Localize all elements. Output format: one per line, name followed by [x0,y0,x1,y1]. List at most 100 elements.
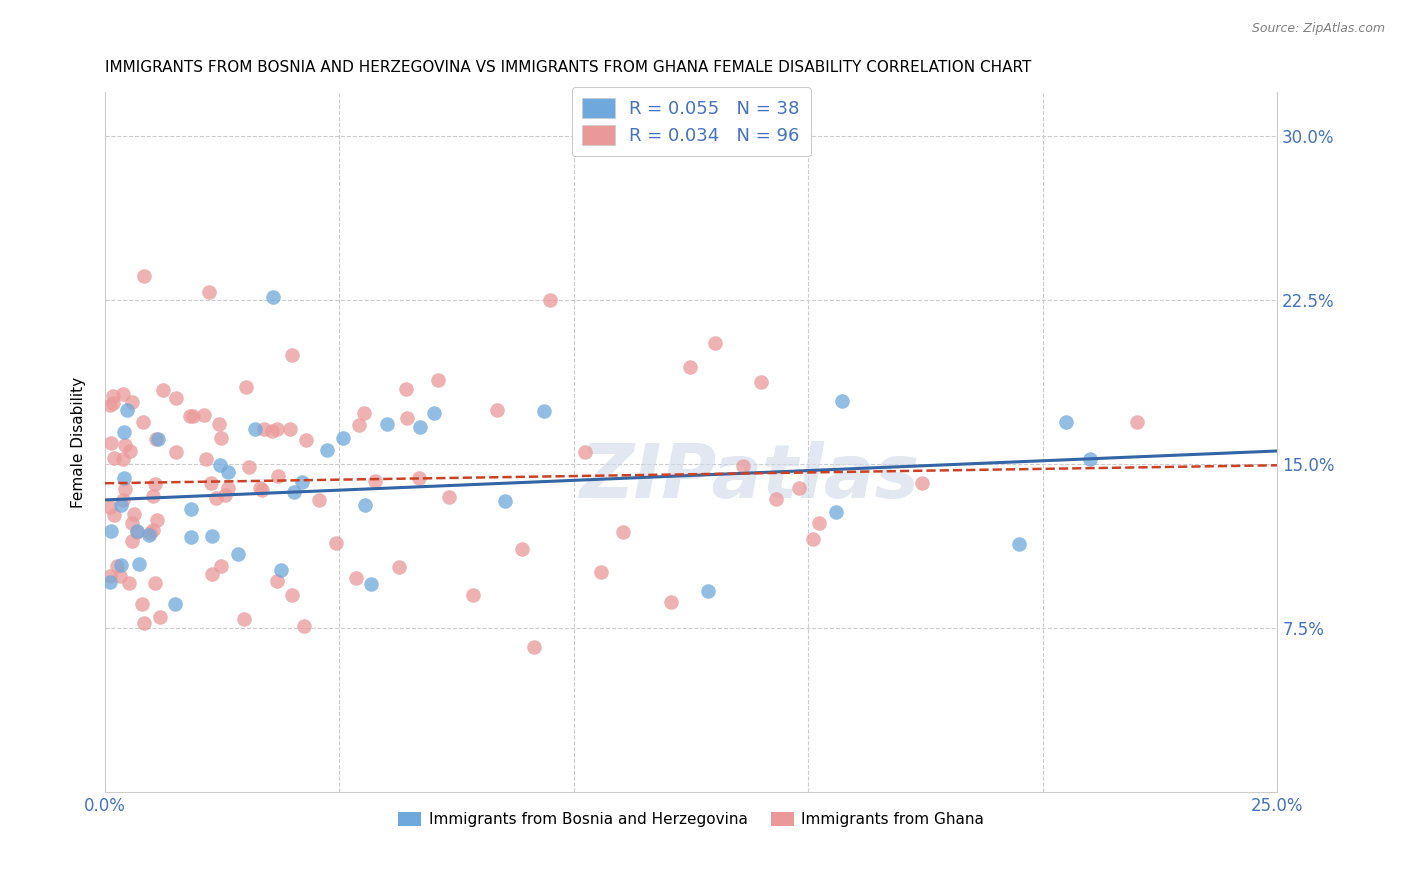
Point [395,383,418,397]
Text: Source: ZipAtlas.com: Source: ZipAtlas.com [1251,22,1385,36]
Point [266,422,288,436]
Point [209,431,232,445]
Point [697,583,720,598]
Point [283,484,305,499]
Point [103,396,125,410]
Point [262,425,284,439]
Point [911,475,934,490]
Point [209,458,232,472]
Point [679,359,702,374]
Point [193,409,215,423]
Point [281,348,304,362]
Point [278,422,301,436]
Point [138,528,160,542]
Point [146,513,169,527]
Point [194,451,217,466]
Point [363,474,385,488]
Point [122,507,145,521]
Point [143,576,166,591]
Point [395,410,418,425]
Point [112,386,135,401]
Point [238,459,260,474]
Point [201,566,224,581]
Point [375,417,398,431]
Point [494,493,516,508]
Point [165,444,187,458]
Point [262,290,284,304]
Point [139,525,162,540]
Point [180,530,202,544]
Point [437,491,460,505]
Point [131,598,153,612]
Point [204,491,226,505]
Point [510,541,533,556]
Point [209,559,232,574]
Point [110,498,132,512]
Point [114,482,136,496]
Point [426,373,449,387]
Point [787,481,810,495]
Legend: Immigrants from Bosnia and Herzegovina, Immigrants from Ghana: Immigrants from Bosnia and Herzegovina, … [392,806,990,833]
Point [197,285,219,299]
Point [589,565,612,579]
Point [825,505,848,519]
Point [121,395,143,409]
Point [117,403,139,417]
Point [179,409,201,423]
Point [354,498,377,512]
Point [360,577,382,591]
Point [201,529,224,543]
Y-axis label: Female Disability: Female Disability [72,376,86,508]
Point [733,458,755,473]
Point [801,533,824,547]
Point [143,477,166,491]
Point [235,380,257,394]
Point [703,335,725,350]
Point [523,640,546,654]
Point [118,575,141,590]
Point [112,451,135,466]
Point [108,568,131,582]
Point [121,516,143,531]
Point [112,425,135,439]
Point [208,417,231,432]
Point [831,394,853,409]
Point [100,435,122,450]
Point [267,469,290,483]
Point [121,534,143,549]
Point [316,442,339,457]
Point [540,293,562,307]
Point [142,523,165,537]
Point [765,491,787,506]
Point [253,422,276,436]
Point [1054,415,1077,429]
Point [533,403,555,417]
Point [659,595,682,609]
Point [308,493,330,508]
Point [422,406,444,420]
Point [408,471,430,485]
Point [218,465,240,479]
Point [98,569,121,583]
Point [249,481,271,495]
Point [112,471,135,485]
Point [243,422,266,436]
Point [132,415,155,429]
Point [134,269,156,284]
Point [349,418,371,433]
Point [110,558,132,572]
Point [226,547,249,561]
Point [344,570,367,584]
Point [146,432,169,446]
Point [103,508,125,522]
Point [98,575,121,590]
Point [111,493,134,508]
Point [128,557,150,571]
Point [1008,537,1031,551]
Point [332,431,354,445]
Text: ZIPatlas: ZIPatlas [579,441,920,514]
Point [98,398,121,412]
Point [125,524,148,539]
Point [485,403,508,417]
Point [163,597,186,611]
